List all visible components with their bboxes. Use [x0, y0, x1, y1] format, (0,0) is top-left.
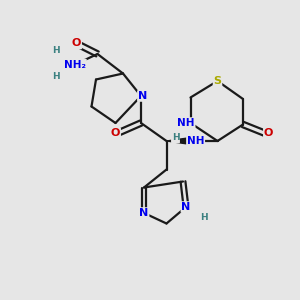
Text: S: S — [214, 76, 221, 86]
Text: N: N — [182, 202, 190, 212]
Text: NH: NH — [187, 136, 204, 146]
Text: O: O — [111, 128, 120, 139]
Polygon shape — [167, 137, 192, 145]
Text: O: O — [264, 128, 273, 139]
Text: H: H — [52, 46, 59, 56]
Text: N: N — [138, 91, 147, 101]
Text: N: N — [140, 208, 148, 218]
Text: H: H — [52, 72, 59, 81]
Text: H: H — [200, 213, 208, 222]
Text: H: H — [172, 134, 179, 142]
Text: NH: NH — [177, 118, 195, 128]
Text: NH₂: NH₂ — [64, 59, 86, 70]
Text: O: O — [72, 38, 81, 49]
